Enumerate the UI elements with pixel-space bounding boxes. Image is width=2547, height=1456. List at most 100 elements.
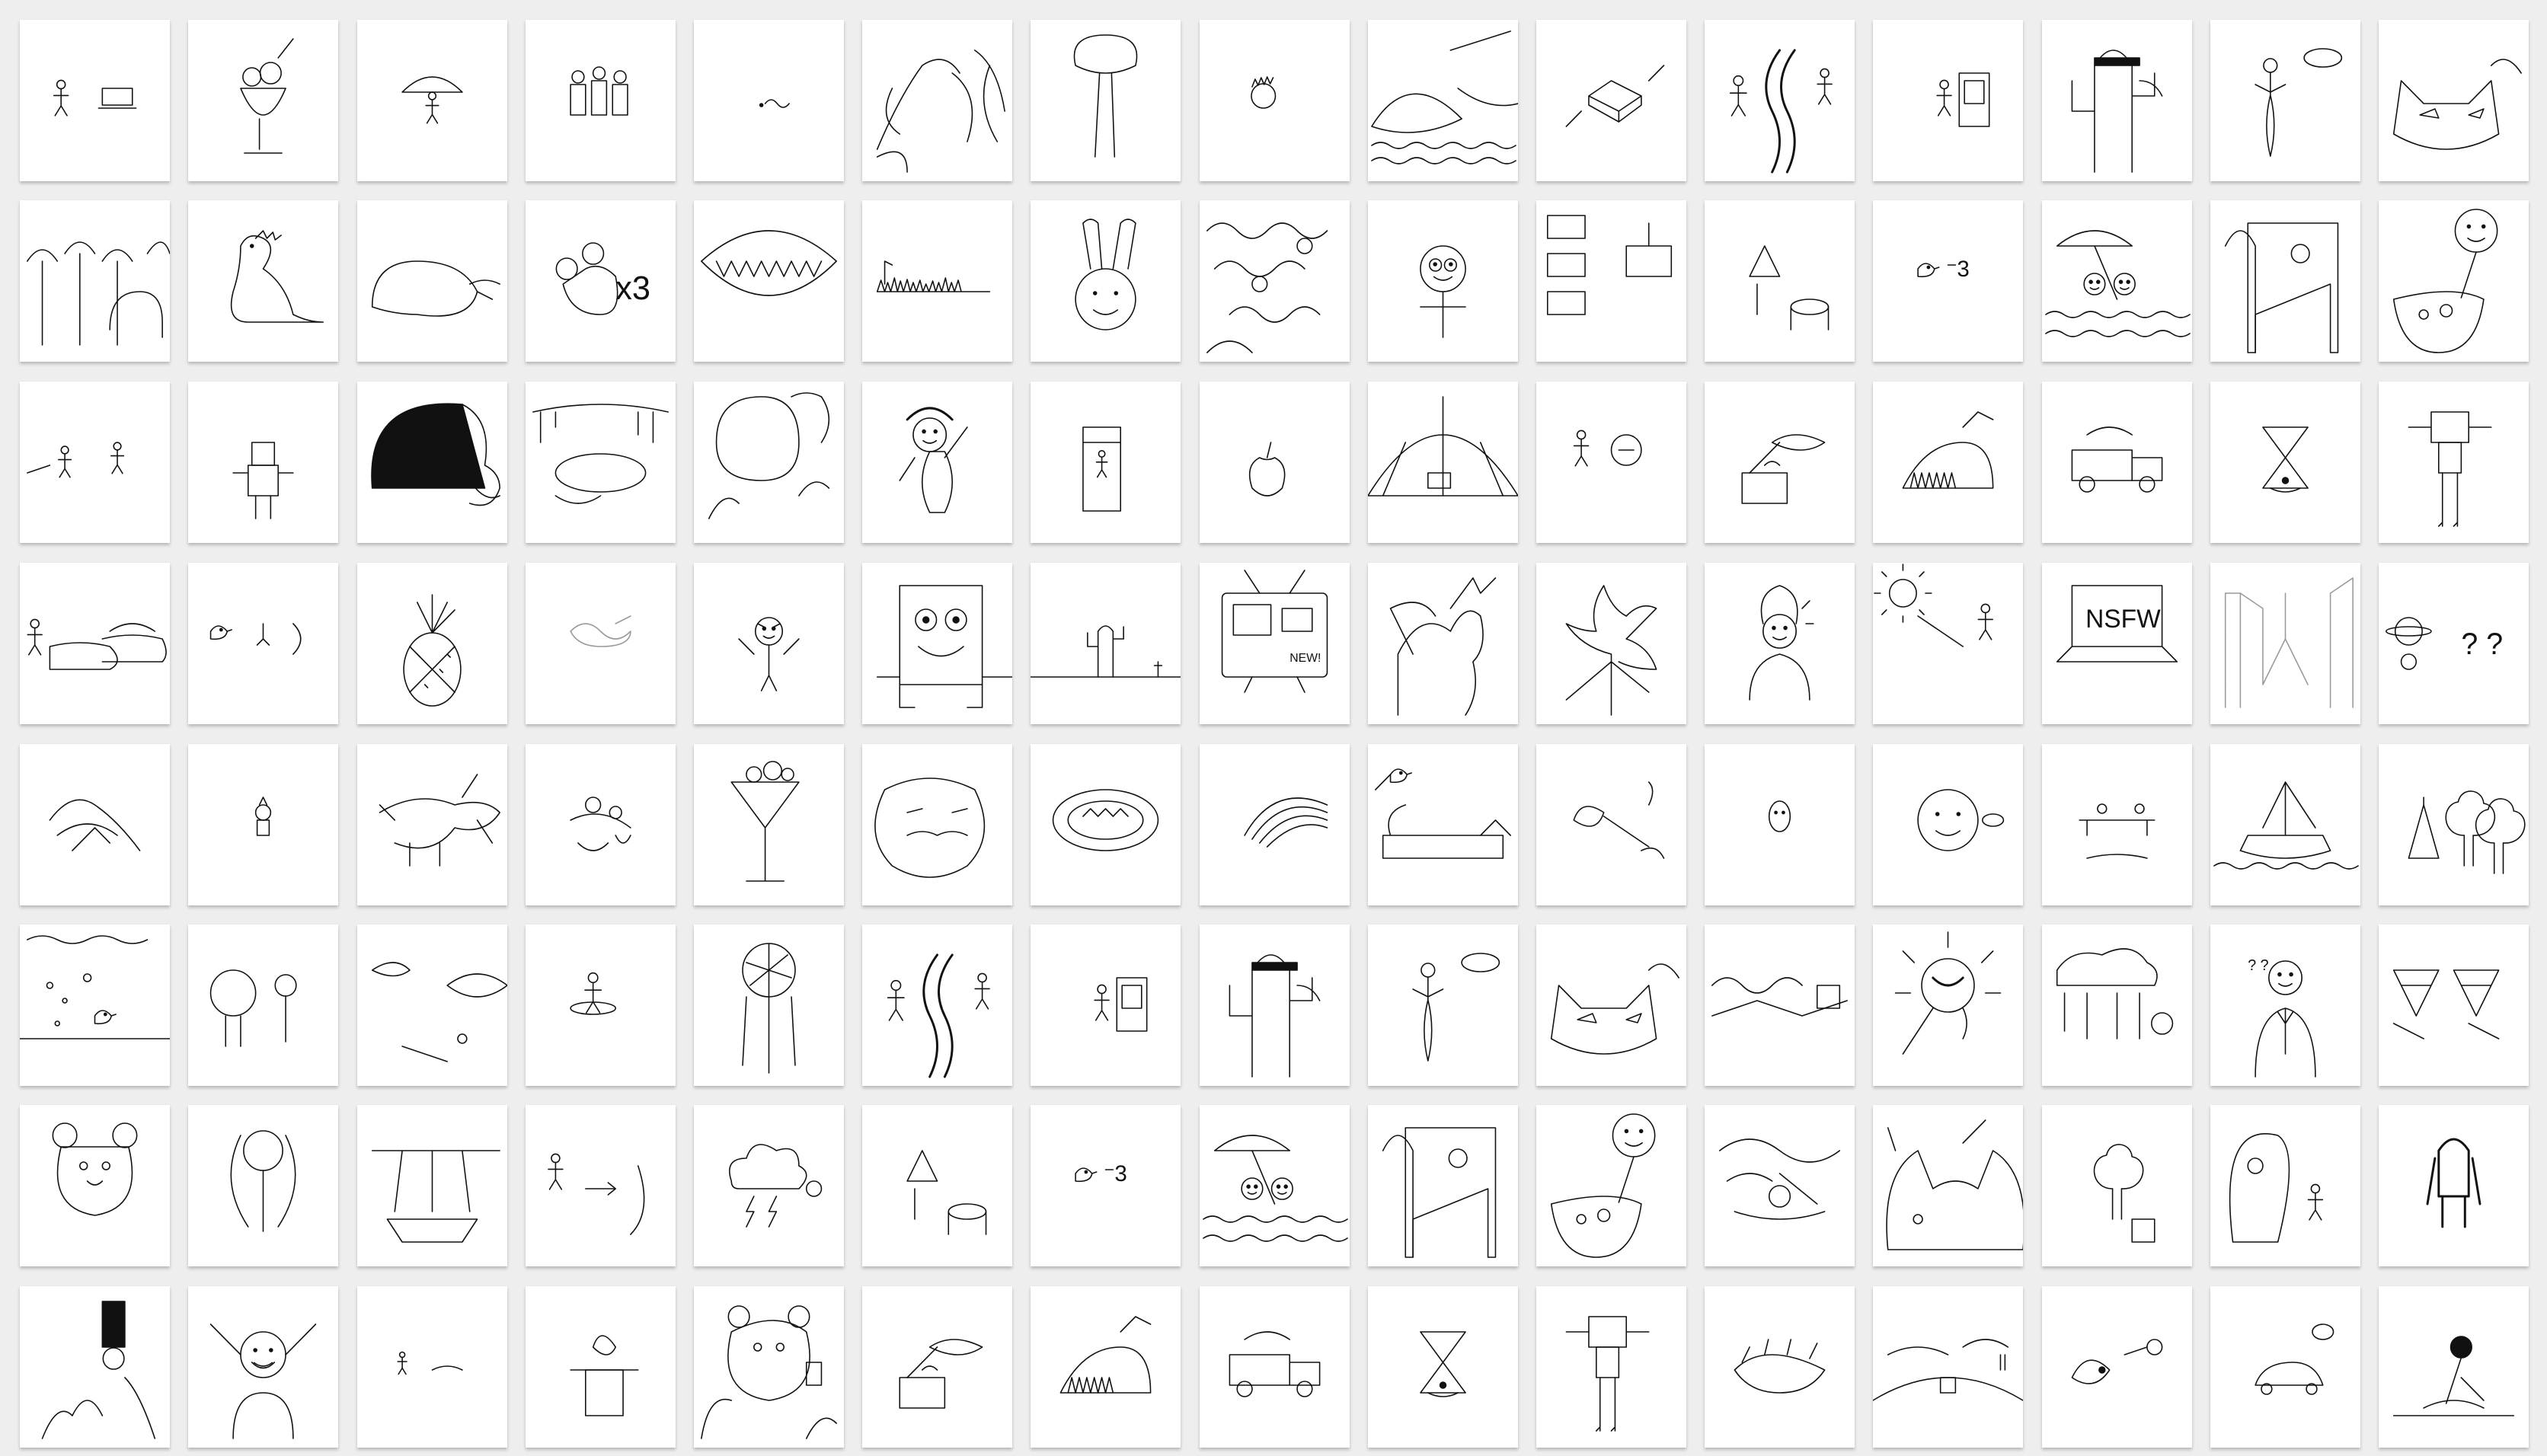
drawing-thumbnail[interactable]: [2379, 1105, 2529, 1266]
drawing-thumbnail[interactable]: [1873, 744, 2023, 905]
drawing-thumbnail[interactable]: [188, 1286, 338, 1448]
drawing-thumbnail[interactable]: [526, 20, 676, 181]
drawing-thumbnail[interactable]: [2379, 20, 2529, 181]
drawing-thumbnail[interactable]: [357, 382, 507, 543]
drawing-thumbnail[interactable]: [1705, 563, 1855, 724]
drawing-thumbnail[interactable]: [1368, 200, 1518, 362]
drawing-thumbnail[interactable]: [1031, 924, 1181, 1086]
drawing-thumbnail[interactable]: [357, 20, 507, 181]
drawing-thumbnail[interactable]: [2379, 924, 2529, 1086]
drawing-thumbnail[interactable]: [1200, 200, 1350, 362]
drawing-thumbnail[interactable]: [694, 1105, 844, 1266]
drawing-thumbnail[interactable]: [2042, 1286, 2192, 1448]
drawing-thumbnail[interactable]: 3: [1031, 1105, 1181, 1266]
drawing-thumbnail[interactable]: [1200, 744, 1350, 905]
drawing-thumbnail[interactable]: [2210, 382, 2360, 543]
drawing-thumbnail[interactable]: [694, 563, 844, 724]
drawing-thumbnail[interactable]: [357, 1286, 507, 1448]
drawing-thumbnail[interactable]: [1705, 1105, 1855, 1266]
drawing-thumbnail[interactable]: [1536, 563, 1686, 724]
drawing-thumbnail[interactable]: [188, 20, 338, 181]
drawing-thumbnail[interactable]: NEW!: [1200, 563, 1350, 724]
drawing-thumbnail[interactable]: x3: [526, 200, 676, 362]
drawing-thumbnail[interactable]: [1705, 20, 1855, 181]
drawing-thumbnail[interactable]: [20, 20, 170, 181]
drawing-thumbnail[interactable]: [526, 382, 676, 543]
drawing-thumbnail[interactable]: [2210, 1105, 2360, 1266]
drawing-thumbnail[interactable]: [2210, 563, 2360, 724]
drawing-thumbnail[interactable]: [1873, 1286, 2023, 1448]
drawing-thumbnail[interactable]: [2379, 382, 2529, 543]
drawing-thumbnail[interactable]: [20, 744, 170, 905]
drawing-thumbnail[interactable]: [1705, 924, 1855, 1086]
drawing-thumbnail[interactable]: [1873, 924, 2023, 1086]
drawing-thumbnail[interactable]: [2210, 20, 2360, 181]
drawing-thumbnail[interactable]: [2210, 744, 2360, 905]
drawing-thumbnail[interactable]: [1536, 744, 1686, 905]
drawing-thumbnail[interactable]: [20, 563, 170, 724]
drawing-thumbnail[interactable]: [862, 1286, 1012, 1448]
drawing-thumbnail[interactable]: [357, 563, 507, 724]
drawing-thumbnail[interactable]: [188, 382, 338, 543]
drawing-thumbnail[interactable]: [694, 1286, 844, 1448]
drawing-thumbnail[interactable]: [2042, 924, 2192, 1086]
drawing-thumbnail[interactable]: [1368, 1105, 1518, 1266]
drawing-thumbnail[interactable]: [20, 382, 170, 543]
drawing-thumbnail[interactable]: [1536, 20, 1686, 181]
drawing-thumbnail[interactable]: [526, 1105, 676, 1266]
drawing-thumbnail[interactable]: [2210, 1286, 2360, 1448]
drawing-thumbnail[interactable]: [2379, 744, 2529, 905]
drawing-thumbnail[interactable]: [20, 200, 170, 362]
drawing-thumbnail[interactable]: [1705, 1286, 1855, 1448]
drawing-thumbnail[interactable]: [862, 1105, 1012, 1266]
drawing-thumbnail[interactable]: [1031, 744, 1181, 905]
drawing-thumbnail[interactable]: [862, 924, 1012, 1086]
drawing-thumbnail[interactable]: [2379, 200, 2529, 362]
drawing-thumbnail[interactable]: NSFW: [2042, 563, 2192, 724]
drawing-thumbnail[interactable]: [862, 382, 1012, 543]
drawing-thumbnail[interactable]: [2042, 1105, 2192, 1266]
drawing-thumbnail[interactable]: [1368, 382, 1518, 543]
drawing-thumbnail[interactable]: [1705, 744, 1855, 905]
drawing-thumbnail[interactable]: [2042, 20, 2192, 181]
drawing-thumbnail[interactable]: [1200, 924, 1350, 1086]
drawing-thumbnail[interactable]: [20, 924, 170, 1086]
drawing-thumbnail[interactable]: [694, 200, 844, 362]
drawing-thumbnail[interactable]: [1368, 20, 1518, 181]
drawing-thumbnail[interactable]: [526, 744, 676, 905]
drawing-thumbnail[interactable]: [188, 924, 338, 1086]
drawing-thumbnail[interactable]: [2379, 1286, 2529, 1448]
drawing-thumbnail[interactable]: [862, 200, 1012, 362]
drawing-thumbnail[interactable]: [862, 20, 1012, 181]
drawing-thumbnail[interactable]: [694, 20, 844, 181]
drawing-thumbnail[interactable]: [1200, 1286, 1350, 1448]
drawing-thumbnail[interactable]: [188, 563, 338, 724]
drawing-thumbnail[interactable]: [1536, 924, 1686, 1086]
drawing-thumbnail[interactable]: [2042, 200, 2192, 362]
drawing-thumbnail[interactable]: [1031, 1286, 1181, 1448]
drawing-thumbnail[interactable]: [20, 1105, 170, 1266]
drawing-thumbnail[interactable]: [1536, 1105, 1686, 1266]
drawing-thumbnail[interactable]: [694, 924, 844, 1086]
drawing-thumbnail[interactable]: [1031, 20, 1181, 181]
drawing-thumbnail[interactable]: [188, 1105, 338, 1266]
drawing-thumbnail[interactable]: [1031, 200, 1181, 362]
drawing-thumbnail[interactable]: [2042, 382, 2192, 543]
drawing-thumbnail[interactable]: [1031, 382, 1181, 543]
drawing-thumbnail[interactable]: [1368, 744, 1518, 905]
drawing-thumbnail[interactable]: ? ?: [2379, 563, 2529, 724]
drawing-thumbnail[interactable]: [2210, 200, 2360, 362]
drawing-thumbnail[interactable]: [1873, 382, 2023, 543]
drawing-thumbnail[interactable]: [2042, 744, 2192, 905]
drawing-thumbnail[interactable]: [1368, 563, 1518, 724]
drawing-thumbnail[interactable]: [862, 744, 1012, 905]
drawing-thumbnail[interactable]: [694, 744, 844, 905]
drawing-thumbnail[interactable]: [357, 200, 507, 362]
drawing-thumbnail[interactable]: [188, 744, 338, 905]
drawing-thumbnail[interactable]: [1200, 20, 1350, 181]
drawing-thumbnail[interactable]: [188, 200, 338, 362]
drawing-thumbnail[interactable]: [694, 382, 844, 543]
drawing-thumbnail[interactable]: [357, 924, 507, 1086]
drawing-thumbnail[interactable]: 3: [1873, 200, 2023, 362]
drawing-thumbnail[interactable]: [1873, 563, 2023, 724]
